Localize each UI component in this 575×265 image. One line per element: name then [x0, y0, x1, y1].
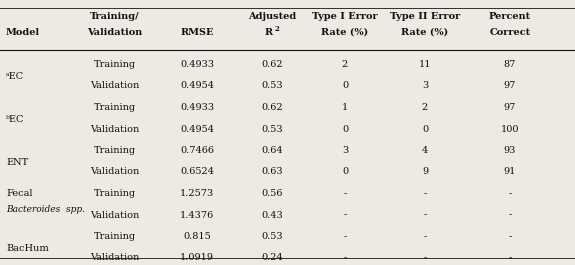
Text: 0.62: 0.62 — [261, 60, 283, 69]
Text: 2: 2 — [342, 60, 348, 69]
Text: -: - — [423, 232, 427, 241]
Text: 1.0919: 1.0919 — [180, 254, 214, 263]
Text: Training: Training — [94, 232, 136, 241]
Text: -: - — [508, 232, 512, 241]
Text: 4: 4 — [422, 146, 428, 155]
Text: Validation: Validation — [90, 210, 140, 219]
Text: -: - — [423, 254, 427, 263]
Text: 0: 0 — [342, 125, 348, 134]
Text: 0.43: 0.43 — [261, 210, 283, 219]
Text: Validation: Validation — [87, 28, 143, 37]
Text: Training: Training — [94, 189, 136, 198]
Text: 0: 0 — [342, 82, 348, 91]
Text: 0.62: 0.62 — [261, 103, 283, 112]
Text: -: - — [508, 189, 512, 198]
Text: -: - — [423, 189, 427, 198]
Text: RMSE: RMSE — [180, 28, 214, 37]
Text: Validation: Validation — [90, 125, 140, 134]
Text: Training/: Training/ — [90, 12, 140, 21]
Text: ᵃEC: ᵃEC — [6, 72, 24, 81]
Text: 1.2573: 1.2573 — [180, 189, 214, 198]
Text: 2: 2 — [275, 25, 279, 33]
Text: 0.6524: 0.6524 — [180, 167, 214, 176]
Text: ENT: ENT — [6, 158, 28, 167]
Text: R: R — [265, 28, 273, 37]
Text: 0.56: 0.56 — [261, 189, 283, 198]
Text: Validation: Validation — [90, 167, 140, 176]
Text: 97: 97 — [504, 103, 516, 112]
Text: 0.4954: 0.4954 — [180, 125, 214, 134]
Text: 97: 97 — [504, 82, 516, 91]
Text: 0: 0 — [422, 125, 428, 134]
Text: 0.24: 0.24 — [261, 254, 283, 263]
Text: BacHum: BacHum — [6, 244, 49, 253]
Text: Training: Training — [94, 60, 136, 69]
Text: 0.4954: 0.4954 — [180, 82, 214, 91]
Text: 1: 1 — [342, 103, 348, 112]
Text: Bacteroides  spp.: Bacteroides spp. — [6, 205, 85, 214]
Text: 1.4376: 1.4376 — [180, 210, 214, 219]
Text: Training: Training — [94, 103, 136, 112]
Text: ᵇEC: ᵇEC — [6, 115, 24, 124]
Text: 0.4933: 0.4933 — [180, 60, 214, 69]
Text: Type I Error: Type I Error — [312, 12, 378, 21]
Text: Type II Error: Type II Error — [390, 12, 460, 21]
Text: -: - — [423, 210, 427, 219]
Text: Training: Training — [94, 146, 136, 155]
Text: 3: 3 — [422, 82, 428, 91]
Text: 0.815: 0.815 — [183, 232, 211, 241]
Text: 9: 9 — [422, 167, 428, 176]
Text: 0.64: 0.64 — [261, 146, 283, 155]
Text: 0.53: 0.53 — [261, 125, 283, 134]
Text: Percent: Percent — [489, 12, 531, 21]
Text: 11: 11 — [419, 60, 431, 69]
Text: Rate (%): Rate (%) — [321, 28, 369, 37]
Text: -: - — [343, 210, 347, 219]
Text: Validation: Validation — [90, 82, 140, 91]
Text: 100: 100 — [501, 125, 519, 134]
Text: 0.4933: 0.4933 — [180, 103, 214, 112]
Text: 0.53: 0.53 — [261, 82, 283, 91]
Text: Rate (%): Rate (%) — [401, 28, 448, 37]
Text: 3: 3 — [342, 146, 348, 155]
Text: 87: 87 — [504, 60, 516, 69]
Text: -: - — [343, 189, 347, 198]
Text: 0.53: 0.53 — [261, 232, 283, 241]
Text: Correct: Correct — [489, 28, 531, 37]
Text: 0.63: 0.63 — [261, 167, 283, 176]
Text: -: - — [508, 254, 512, 263]
Text: 2: 2 — [422, 103, 428, 112]
Text: Adjusted: Adjusted — [248, 12, 296, 21]
Text: Validation: Validation — [90, 254, 140, 263]
Text: -: - — [508, 210, 512, 219]
Text: Fecal: Fecal — [6, 189, 33, 198]
Text: 0.7466: 0.7466 — [180, 146, 214, 155]
Text: 0: 0 — [342, 167, 348, 176]
Text: -: - — [343, 232, 347, 241]
Text: 93: 93 — [504, 146, 516, 155]
Text: 91: 91 — [504, 167, 516, 176]
Text: -: - — [343, 254, 347, 263]
Text: Model: Model — [6, 28, 40, 37]
